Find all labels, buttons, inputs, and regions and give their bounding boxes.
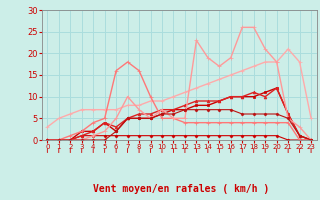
Text: Vent moyen/en rafales ( km/h ): Vent moyen/en rafales ( km/h ) <box>93 184 269 194</box>
